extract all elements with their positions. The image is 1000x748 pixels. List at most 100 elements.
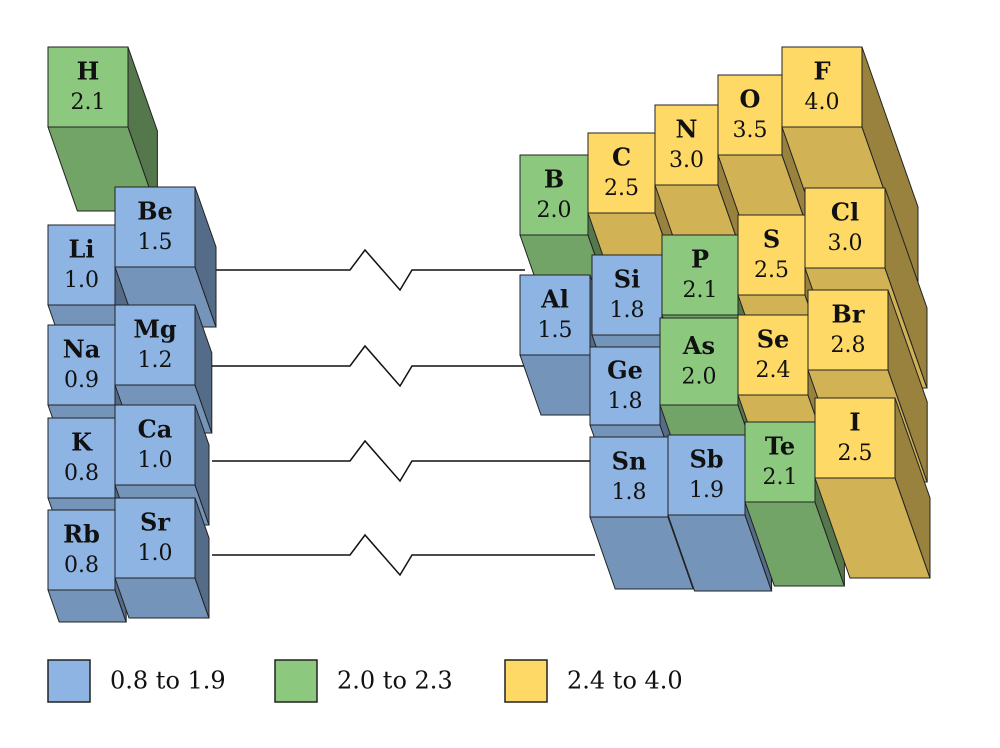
block-front-face	[807, 289, 889, 371]
legend-swatch	[274, 659, 318, 703]
break-lines	[212, 248, 595, 577]
block-bottom-face	[114, 577, 210, 619]
block-front-face	[114, 404, 196, 486]
break-line	[212, 344, 525, 388]
element-value: 2.8	[831, 333, 866, 358]
element-symbol: F	[813, 57, 830, 86]
block-front-face	[667, 434, 746, 516]
block-front-face	[591, 254, 663, 336]
element-symbol: I	[849, 408, 860, 437]
element-block: Te 2.1	[744, 421, 846, 587]
element-symbol: Al	[540, 285, 569, 314]
block-front-face	[781, 46, 863, 128]
element-symbol: Ge	[607, 356, 643, 385]
block-front-face	[519, 274, 591, 356]
break-line	[212, 533, 595, 577]
element-symbol: Li	[69, 235, 95, 264]
element-block: Rb 0.8	[47, 509, 127, 623]
element-symbol: Mg	[133, 315, 177, 344]
element-symbol: As	[682, 331, 715, 360]
element-symbol: Br	[832, 300, 865, 329]
legend-label: 2.0 to 2.3	[337, 667, 453, 695]
block-front-face	[114, 497, 196, 579]
element-symbol: Sn	[612, 447, 647, 476]
block-front-face	[47, 324, 116, 406]
block-front-face	[737, 314, 809, 396]
element-value: 2.5	[754, 258, 789, 283]
block-front-face	[589, 346, 661, 426]
element-block: I 2.5	[814, 397, 931, 579]
block-front-face	[47, 509, 116, 591]
element-value: 1.9	[689, 478, 724, 503]
element-symbol: Se	[757, 325, 790, 354]
element-symbol: Sb	[689, 445, 723, 474]
element-value: 2.1	[683, 278, 718, 303]
element-symbol: S	[763, 225, 780, 254]
block-front-face	[804, 187, 886, 269]
legend-label: 0.8 to 1.9	[110, 667, 226, 695]
block-bottom-face	[47, 589, 127, 623]
block-front-face	[661, 234, 739, 316]
legend-swatch	[47, 659, 91, 703]
element-symbol: P	[691, 245, 709, 274]
element-symbol: Ca	[138, 415, 173, 444]
element-value: 1.0	[64, 268, 99, 293]
block-front-face	[47, 46, 129, 128]
element-value: 0.8	[64, 553, 99, 578]
element-symbol: H	[77, 57, 100, 86]
element-value: 2.4	[756, 358, 791, 383]
element-value: 1.5	[538, 318, 573, 343]
break-line	[212, 248, 525, 292]
element-value: 2.5	[838, 441, 873, 466]
element-value: 2.0	[537, 198, 572, 223]
element-value: 3.0	[669, 148, 704, 173]
element-value: 3.5	[733, 118, 768, 143]
element-symbol: Rb	[63, 520, 100, 549]
element-block: Sr 1.0	[114, 497, 210, 619]
block-front-face	[114, 186, 196, 268]
block-front-face	[47, 417, 116, 499]
element-symbol: C	[612, 143, 631, 172]
element-value: 1.8	[610, 298, 645, 323]
block-front-face	[654, 104, 719, 186]
element-value: 2.1	[763, 465, 798, 490]
element-symbol: Si	[614, 265, 640, 294]
element-symbol: K	[71, 428, 93, 457]
element-value: 1.5	[138, 230, 173, 255]
element-symbol: Cl	[831, 198, 859, 227]
element-symbol: B	[544, 165, 564, 194]
element-symbol: O	[740, 85, 761, 114]
legend-swatch	[504, 659, 548, 703]
block-front-face	[744, 421, 816, 503]
element-symbol: Te	[765, 432, 795, 461]
element-blocks: H 2.1 Li 1.0 Be 1.5 Na 0.9 Mg 1.2 K 0.8 Ca 1.0 Rb 0.8 Sr…	[47, 46, 931, 623]
element-symbol: Na	[63, 335, 101, 364]
element-symbol: N	[676, 115, 698, 144]
block-front-face	[587, 132, 656, 214]
legend: 0.8 to 1.9 2.0 to 2.3 2.4 to 4.0	[47, 659, 683, 703]
element-value: 0.9	[64, 368, 99, 393]
element-value: 2.5	[604, 176, 639, 201]
element-value: 1.2	[138, 348, 173, 373]
block-front-face	[717, 74, 783, 156]
block-front-face	[737, 214, 806, 296]
element-value: 4.0	[805, 90, 840, 115]
element-value: 1.8	[612, 480, 647, 505]
element-value: 2.0	[682, 365, 717, 390]
legend-label: 2.4 to 4.0	[567, 667, 683, 695]
block-front-face	[589, 436, 669, 518]
element-symbol: Sr	[140, 508, 170, 537]
break-line	[212, 439, 595, 483]
block-front-face	[814, 397, 896, 479]
block-front-face	[519, 154, 589, 236]
element-value: 0.8	[64, 461, 99, 486]
element-symbol: Be	[137, 197, 173, 226]
element-value: 1.0	[138, 448, 173, 473]
element-value: 1.0	[138, 541, 173, 566]
element-block: H 2.1	[47, 46, 159, 212]
block-front-face	[114, 304, 196, 386]
block-front-face	[659, 317, 739, 406]
element-value: 3.0	[828, 231, 863, 256]
element-value: 2.1	[71, 90, 106, 115]
